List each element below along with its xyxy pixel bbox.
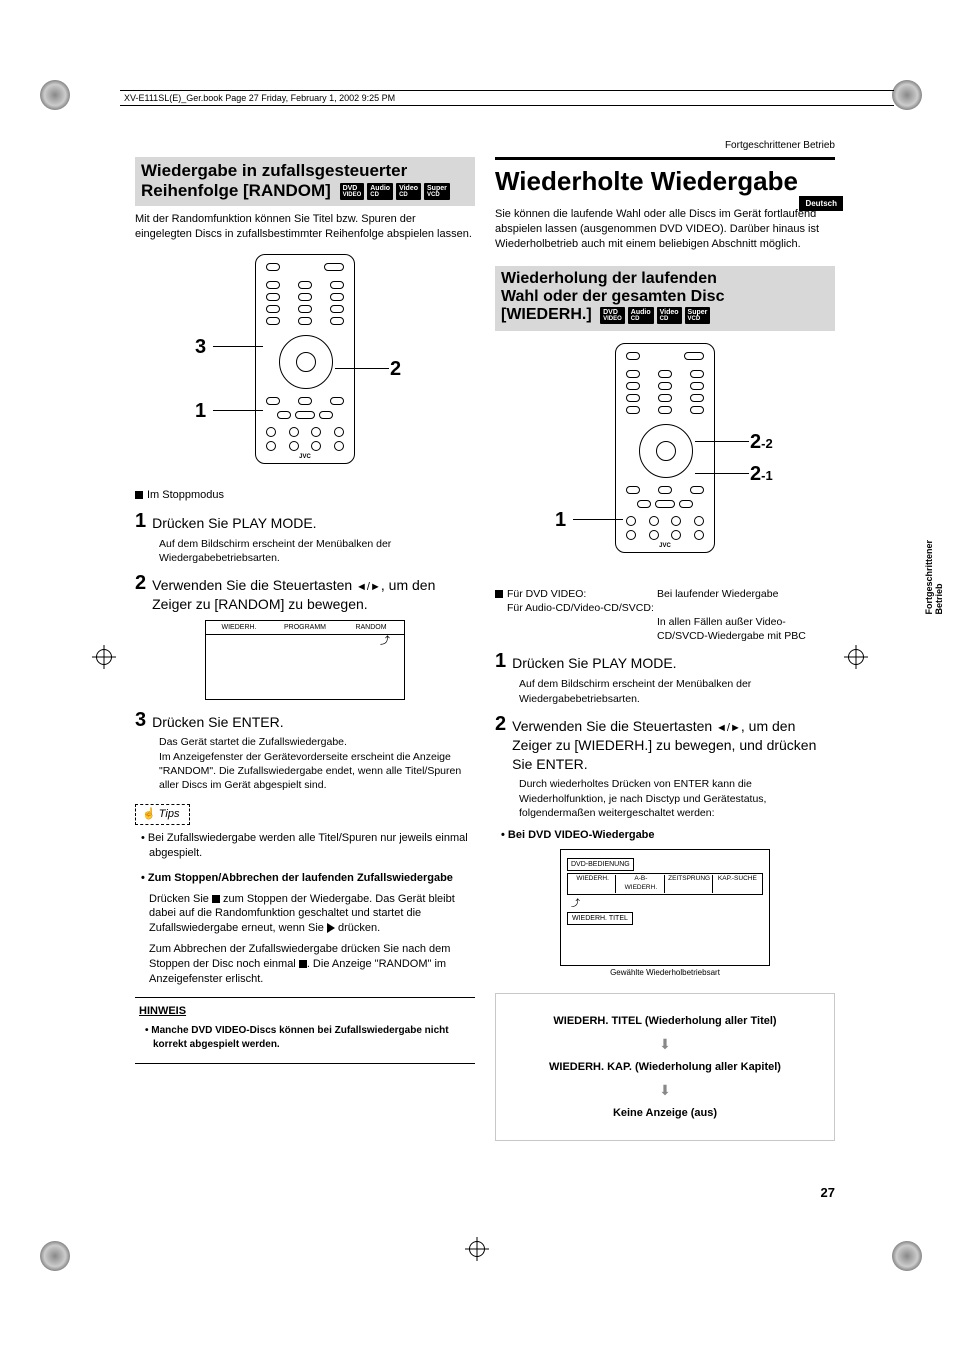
crop-cross-left [92, 645, 116, 669]
badge-audiocd: AudioCD [367, 183, 393, 200]
remote-control-icon: JVC [255, 254, 355, 464]
random-heading-l2: Reihenfolge [RANDOM] [141, 181, 331, 200]
badge-videocd: VideoCD [396, 183, 421, 200]
step-3-body: Das Gerät startet die Zufallswiedergabe.… [159, 735, 475, 792]
tips-bullet: • Bei Zufallswiedergabe werden alle Tite… [149, 831, 475, 861]
disc-badges: DVDVIDEO AudioCD VideoCD SuperVCD [340, 183, 450, 200]
cycle-item-3: Keine Anzeige (aus) [504, 1106, 826, 1121]
play-icon [327, 923, 335, 933]
osd-row: WIEDERH. A-B-WIEDERH. ZEITSPRUNG KAP.-SU… [567, 873, 763, 895]
osd-caption: Gewählte Wiederholbetriebsart [495, 968, 835, 979]
callout-1: 1 [195, 398, 206, 425]
remote-figure-left: JVC 3 2 1 [135, 250, 475, 480]
tips-label: Tips [135, 804, 190, 825]
hinweis-label: HINWEIS [139, 1005, 186, 1017]
menu-col-1: WIEDERH. [210, 623, 268, 632]
repeat-main-heading: Wiederholte Wiedergabe [495, 157, 835, 199]
r-step-1: 1 Drücken Sie PLAY MODE. [495, 651, 835, 673]
page-number: 27 [821, 1185, 835, 1200]
condition-block: Für DVD VIDEO:Bei laufender Wiedergabe F… [495, 587, 835, 644]
menu-col-2: PROGRAMM [276, 623, 334, 632]
badge-dvd: DVDVIDEO [340, 183, 365, 200]
cycle-item-2: WIEDERH. KAP. (Wiederholung aller Kapite… [504, 1060, 826, 1075]
osd-box: DVD-BEDIENUNG WIEDERH. A-B-WIEDERH. ZEIT… [560, 849, 770, 967]
stop-body-1: Drücken Sie zum Stoppen der Wiedergabe. … [149, 892, 475, 937]
language-tab: Deutsch [799, 196, 843, 211]
right-column: Wiederholte Wiedergabe Sie können die la… [495, 157, 835, 1141]
crop-mark-tr [892, 80, 922, 110]
stop-mode-note: Im Stoppmodus [135, 488, 475, 503]
crop-mark-br [892, 1241, 922, 1271]
random-heading-l1: Wiedergabe in zufallsgesteuerter [141, 161, 407, 180]
playmode-menu-box: WIEDERH. PROGRAMM RANDOM ⤴ [205, 620, 405, 700]
stop-body-2: Zum Abbrechen der Zufallswiedergabe drüc… [149, 942, 475, 987]
r-step-2-body: Durch wiederholtes Drücken von ENTER kan… [519, 777, 835, 820]
badge-svcd: SuperVCD [424, 183, 450, 200]
crop-cross-right [844, 645, 868, 669]
step-2: 2 Verwenden Sie die Steuertasten ◄/►, um… [135, 573, 475, 614]
step-1: 1 Drücken Sie PLAY MODE. [135, 511, 475, 533]
osd-selected: WIEDERH. TITEL [567, 912, 633, 925]
random-heading: Wiedergabe in zufallsgesteuerter Reihenf… [135, 157, 475, 206]
left-right-icon-2: ◄/► [716, 722, 741, 734]
hinweis-body: Manche DVD VIDEO-Discs können bei Zufall… [151, 1025, 448, 1050]
callout-1b: 1 [555, 507, 566, 534]
step-1-body: Auf dem Bildschirm erscheint der Menübal… [159, 537, 475, 565]
remote-figure-right: JVC 2-2 2-1 1 [495, 339, 835, 579]
osd-top: DVD-BEDIENUNG [567, 858, 634, 871]
header-stamp: XV-E111SL(E)_Ger.book Page 27 Friday, Fe… [120, 90, 894, 106]
callout-3: 3 [195, 334, 206, 361]
crop-mark-tl [40, 80, 70, 110]
left-column: Wiedergabe in zufallsgesteuerter Reihenf… [135, 157, 475, 1141]
repeat-intro: Sie können die laufende Wahl oder alle D… [495, 207, 835, 252]
hinweis-box: HINWEIS • Manche DVD VIDEO-Discs können … [135, 997, 475, 1065]
stop-icon [212, 895, 220, 903]
remote-control-icon-2: JVC [615, 343, 715, 553]
crop-mark-bl [40, 1241, 70, 1271]
stop-cancel-heading: • Zum Stoppen/Abbrechen der laufenden Zu… [149, 871, 475, 886]
crop-cross-bottom [465, 1237, 489, 1261]
cycle-item-1: WIEDERH. TITEL (Wiederholung aller Titel… [504, 1014, 826, 1029]
callout-2: 2 [390, 356, 401, 383]
arrow-down-icon-2: ⬇ [504, 1081, 826, 1100]
side-tab-vertical: Fortgeschrittener Betrieb [924, 540, 944, 615]
callout-2-1: 2-1 [750, 461, 773, 488]
r-step-1-body: Auf dem Bildschirm erscheint der Menübal… [519, 677, 835, 705]
arrow-down-icon: ⬇ [504, 1035, 826, 1054]
r-step-2: 2 Verwenden Sie die Steuertasten ◄/►, um… [495, 714, 835, 774]
random-intro: Mit der Randomfunktion können Sie Titel … [135, 212, 475, 242]
repeat-cycle: WIEDERH. TITEL (Wiederholung aller Titel… [495, 993, 835, 1141]
menu-col-3: RANDOM [342, 623, 400, 632]
running-head: Fortgeschrittener Betrieb [135, 140, 835, 151]
left-right-icon: ◄/► [356, 581, 381, 593]
disc-badges-2: DVDVIDEO AudioCD VideoCD SuperVCD [600, 307, 710, 324]
dvd-play-bullet: • Bei DVD VIDEO-Wiedergabe [501, 828, 835, 843]
pointer-icon: ⤴ [206, 635, 404, 649]
step-3: 3 Drücken Sie ENTER. [135, 710, 475, 732]
repeat-sub-heading: Wiederholung der laufenden Wahl oder der… [495, 266, 835, 331]
callout-2-2: 2-2 [750, 429, 773, 456]
page-content: Deutsch Fortgeschrittener Betrieb Wieder… [135, 140, 835, 1200]
stop-icon-2 [299, 960, 307, 968]
